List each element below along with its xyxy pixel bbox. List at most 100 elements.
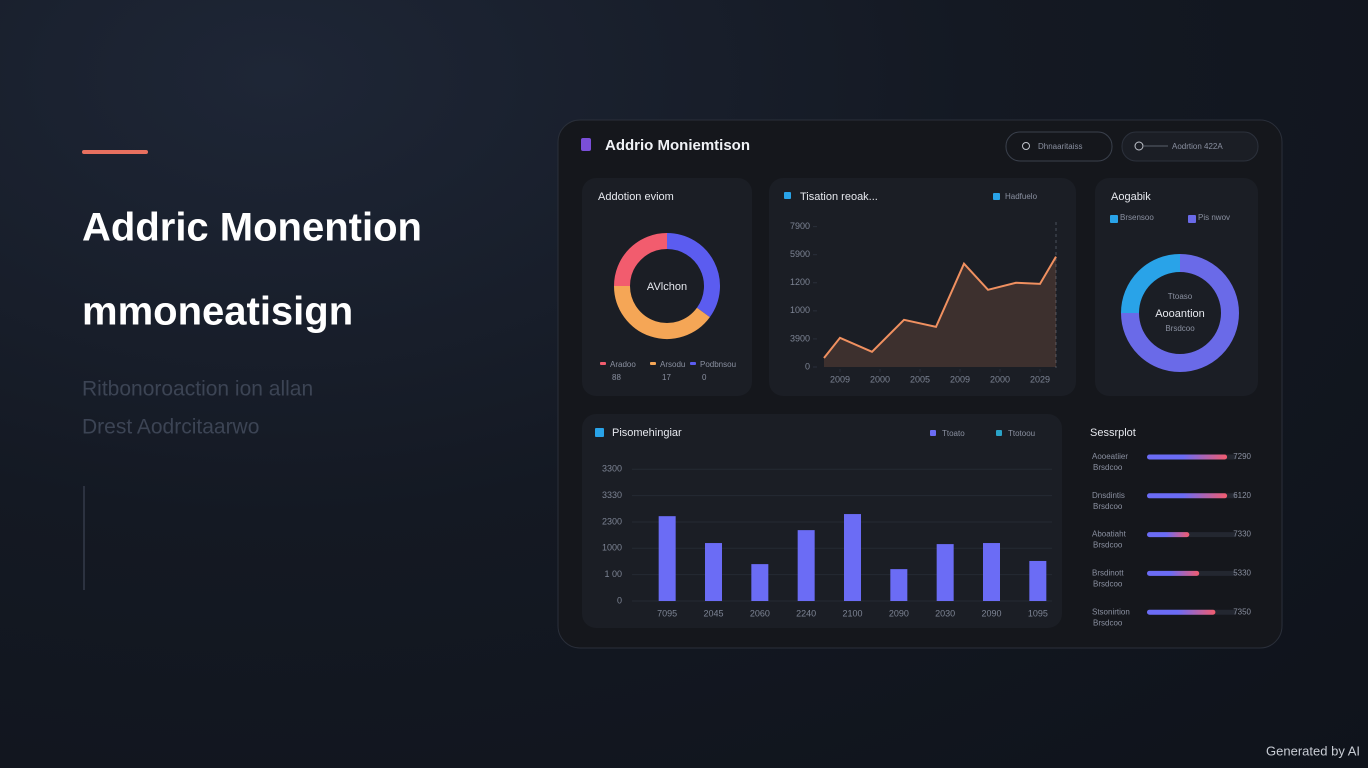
legend-note: 17 [662, 373, 671, 382]
progress-label: 7350 [1233, 607, 1251, 616]
search-icon [1134, 141, 1144, 151]
donut-segment [1121, 254, 1181, 314]
search-text[interactable]: Aodrtion 422A [1172, 142, 1223, 151]
progress-note: Brsdcoo [1093, 541, 1123, 550]
dashboard-title: Addrio Moniemtison [605, 137, 750, 154]
legend-swatch [690, 362, 696, 365]
donut-segment [1121, 254, 1239, 372]
accent-line [82, 150, 148, 154]
bar [983, 543, 1000, 601]
button[interactable] [1005, 131, 1113, 162]
card-title: Addotion eviom [598, 191, 674, 203]
center-note: Ttoaso [1168, 292, 1193, 301]
progress-name: Aooeatiier [1092, 452, 1128, 461]
legend-label: Ttoato [942, 429, 965, 438]
x-tick-label: 2000 [870, 374, 890, 384]
y-tick-label: 5900 [790, 249, 810, 259]
x-tick-label: 2090 [981, 608, 1001, 618]
card [769, 178, 1076, 396]
progress-name: Aboatiaht [1092, 530, 1127, 539]
bar [797, 530, 815, 601]
y-tick-label: 1000 [602, 543, 622, 553]
x-tick-label: 2009 [830, 374, 850, 384]
x-tick-label: 2100 [842, 608, 862, 618]
progress-bar [1147, 532, 1190, 538]
logo [581, 138, 591, 151]
legend-swatch [996, 430, 1002, 436]
bar [658, 516, 676, 601]
x-tick-label: 2029 [1030, 374, 1050, 384]
bar [844, 514, 861, 601]
donut-segment [614, 233, 668, 287]
card-title: Pisomehingiar [612, 427, 682, 439]
button-icon [1022, 142, 1030, 150]
legend-note: 88 [612, 373, 621, 382]
bar [890, 569, 908, 601]
y-tick-label: 1200 [790, 277, 810, 287]
y-tick-label: 3330 [602, 490, 622, 500]
legend-swatch [993, 193, 1000, 200]
progress-label: 7290 [1233, 452, 1251, 461]
card-icon [784, 192, 791, 199]
donut-segment [666, 233, 720, 318]
y-tick-label: 0 [805, 361, 810, 371]
progress-bar [1147, 454, 1228, 460]
legend-swatch [650, 362, 656, 365]
bar [1029, 560, 1047, 601]
bar [705, 543, 722, 601]
x-tick-label: 2060 [750, 608, 770, 618]
x-tick-label: 2240 [796, 608, 816, 618]
progress-bar [1147, 609, 1216, 615]
hero-title: Addric Monention [82, 206, 422, 250]
progress-label: 6120 [1233, 491, 1251, 500]
legend-note: 0 [702, 373, 707, 382]
progress-bar [1147, 493, 1228, 499]
card-icon [595, 428, 604, 437]
y-tick-label: 1 00 [604, 569, 622, 579]
x-tick-label: 2045 [703, 608, 723, 618]
bar [936, 544, 954, 601]
bar [751, 564, 769, 601]
x-tick-label: 2000 [990, 374, 1010, 384]
card-title: Tisation reoak... [800, 191, 878, 203]
center-label: AVlchon [647, 281, 687, 293]
y-tick-label: 3300 [602, 464, 622, 474]
button-label[interactable]: Dhnaaritaiss [1038, 142, 1082, 151]
x-tick-label: 2090 [889, 608, 909, 618]
center-label: Aooantion [1155, 308, 1205, 320]
y-tick-label: 2300 [602, 516, 622, 526]
legend-swatch [1188, 215, 1196, 223]
center-note: Brsdcoo [1165, 324, 1195, 333]
legend-label: Pis nwov [1198, 213, 1230, 222]
progress-bar [1147, 570, 1200, 576]
card-title: Aogabik [1111, 191, 1151, 203]
progress-note: Brsdcoo [1093, 463, 1123, 472]
legend-label: Brsensoo [1120, 213, 1154, 222]
hero-body: Ritbonoroaction ion allan [82, 378, 313, 401]
legend-label: Aradoo [610, 360, 636, 369]
y-tick-label: 1000 [790, 305, 810, 315]
progress-note: Brsdcoo [1093, 618, 1123, 627]
progress-name: Dnsdintis [1092, 491, 1125, 500]
legend-swatch [1110, 215, 1118, 223]
search-box[interactable] [1121, 131, 1259, 162]
progress-name: Stsonirtion [1092, 607, 1130, 616]
x-tick-label: 2009 [950, 374, 970, 384]
line [823, 256, 1057, 359]
legend-label: Hadfuelo [1005, 192, 1038, 201]
progress-name: Brsdinott [1092, 569, 1124, 578]
hero-title: mmoneatisign [82, 290, 353, 334]
progress-label: 7330 [1233, 530, 1251, 539]
progress-note: Brsdcoo [1093, 502, 1123, 511]
x-tick-label: 2005 [910, 374, 930, 384]
y-tick-label: 0 [617, 595, 622, 605]
y-tick-label: 3900 [790, 333, 810, 343]
legend-label: Podbnsou [700, 360, 736, 369]
x-tick-label: 1095 [1028, 608, 1048, 618]
donut-segment [614, 285, 710, 339]
legend-swatch [600, 362, 606, 365]
x-tick-label: 2030 [935, 608, 955, 618]
line-area [824, 256, 1056, 367]
